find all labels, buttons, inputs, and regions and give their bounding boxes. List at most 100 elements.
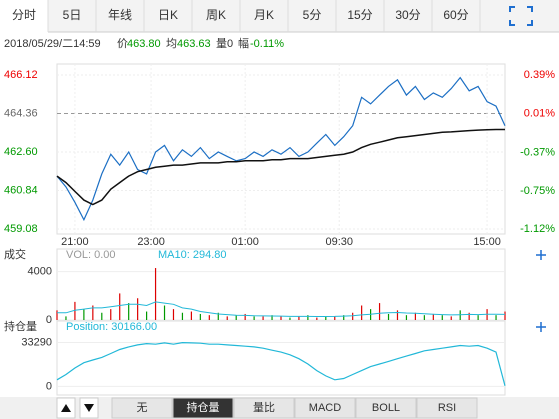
tab[interactable]: 年线 xyxy=(108,8,132,22)
volume-bar xyxy=(74,301,76,320)
volume-bar xyxy=(226,316,228,320)
x-tick-label: 09:30 xyxy=(325,236,353,248)
tab-active xyxy=(0,0,48,33)
volume-bar xyxy=(468,312,470,320)
volume-title: 成交 xyxy=(4,247,26,261)
volume-bar xyxy=(92,305,94,320)
add-indicator[interactable] xyxy=(536,250,546,260)
info-change-label: 幅 xyxy=(238,37,249,50)
volume-bar xyxy=(298,316,300,320)
volume-bar xyxy=(244,313,246,320)
info-bar xyxy=(0,33,559,55)
tab[interactable]: 分时 xyxy=(12,8,36,22)
x-tick-label: 23:00 xyxy=(137,236,165,248)
price-panel xyxy=(56,63,506,235)
y-tick-label: 33290 xyxy=(21,336,52,348)
position-panel xyxy=(56,320,506,396)
volume-bar xyxy=(262,316,264,320)
bottom-tab[interactable] xyxy=(416,397,478,419)
tab-bar xyxy=(0,0,559,32)
volume-bar xyxy=(334,316,336,320)
volume-bar xyxy=(504,311,506,320)
bottom-tab[interactable] xyxy=(355,397,417,419)
y-tick-label: 0 xyxy=(46,314,52,326)
info-price-label: 价 xyxy=(117,37,128,50)
y-tick-label: 4000 xyxy=(28,266,52,278)
bottom-tab-label: BOLL xyxy=(372,402,400,414)
volume-bar xyxy=(83,309,85,320)
down-arrow xyxy=(84,404,94,412)
info-avg-label: 均 xyxy=(166,37,177,50)
position-title: 持仓量 xyxy=(4,319,37,333)
tab[interactable]: 月K xyxy=(254,8,274,22)
bottom-tab-label: 无 xyxy=(137,402,148,414)
y-tick-label: 0 xyxy=(46,380,52,392)
volume-bar xyxy=(396,310,399,320)
volume-bar xyxy=(137,298,139,320)
tab[interactable]: 日K xyxy=(158,8,178,22)
tab[interactable]: 60分 xyxy=(443,8,468,22)
y2-tick-label: -1.12% xyxy=(520,223,555,235)
volume-bar xyxy=(65,316,67,320)
volume-bar xyxy=(119,293,121,320)
volume-bar xyxy=(495,315,497,320)
tab[interactable]: 5日 xyxy=(63,8,82,22)
add-indicator[interactable] xyxy=(536,322,546,332)
volume-bar xyxy=(253,316,255,320)
bottom-tab[interactable] xyxy=(111,397,173,419)
x-tick-label: 21:00 xyxy=(61,236,89,248)
volume-bar xyxy=(110,309,112,320)
price-line xyxy=(56,76,506,222)
volume-bar xyxy=(217,312,219,320)
bottom-tab-label: 持仓量 xyxy=(187,400,220,414)
volume-bar xyxy=(432,313,434,320)
tab[interactable]: 15分 xyxy=(347,8,372,22)
volume-bar xyxy=(128,303,130,320)
volume-bar xyxy=(199,313,201,320)
y-tick-label: 462.60 xyxy=(4,146,38,158)
info-vol-label: 量 xyxy=(216,37,227,50)
volume-bar xyxy=(414,312,416,320)
volume-bar xyxy=(361,305,363,320)
volume-bar xyxy=(405,315,408,320)
volume-bar xyxy=(163,305,166,320)
volume-bar xyxy=(235,315,237,320)
y-tick-label: 464.36 xyxy=(4,107,38,119)
volume-bar xyxy=(387,313,390,320)
volume-label: VOL: 0.00 xyxy=(66,249,116,261)
volume-panel xyxy=(56,248,506,322)
expand-icon[interactable] xyxy=(509,6,533,26)
x-tick-label: 15:00 xyxy=(473,236,501,248)
volume-bar xyxy=(154,268,157,320)
volume-bar xyxy=(181,312,184,320)
volume-bar xyxy=(325,316,327,320)
y2-tick-label: 0.39% xyxy=(524,69,555,81)
bottom-tab[interactable] xyxy=(233,397,295,419)
info-change: -0.11% xyxy=(250,38,284,50)
tab[interactable]: 30分 xyxy=(395,8,420,22)
y2-tick-label: -0.75% xyxy=(520,185,555,197)
up-arrow xyxy=(61,404,71,412)
bottom-tab[interactable] xyxy=(172,397,234,419)
volume-bar xyxy=(146,311,148,320)
y-tick-label: 466.12 xyxy=(4,69,38,81)
volume-bar xyxy=(208,315,210,320)
position-line xyxy=(56,341,506,386)
volume-bar xyxy=(101,312,103,320)
bottom-tab-label: 量比 xyxy=(253,401,275,414)
volume-bar xyxy=(289,317,291,320)
volume-bar xyxy=(56,310,58,320)
volume-bar xyxy=(343,315,345,320)
y2-tick-label: 0.01% xyxy=(524,108,555,120)
tab[interactable]: 5分 xyxy=(303,8,322,22)
volume-bar xyxy=(441,315,443,320)
bottom-tab-label: RSI xyxy=(438,402,456,414)
y-tick-label: 459.08 xyxy=(4,223,38,235)
bottom-tab-label: MACD xyxy=(309,402,341,414)
bottom-tab[interactable] xyxy=(294,397,356,419)
volume-bar xyxy=(280,316,282,320)
volume-bar xyxy=(307,315,309,320)
tab[interactable]: 周K xyxy=(206,8,226,22)
info-time: 2018/05/29/二14:59 xyxy=(4,38,101,50)
